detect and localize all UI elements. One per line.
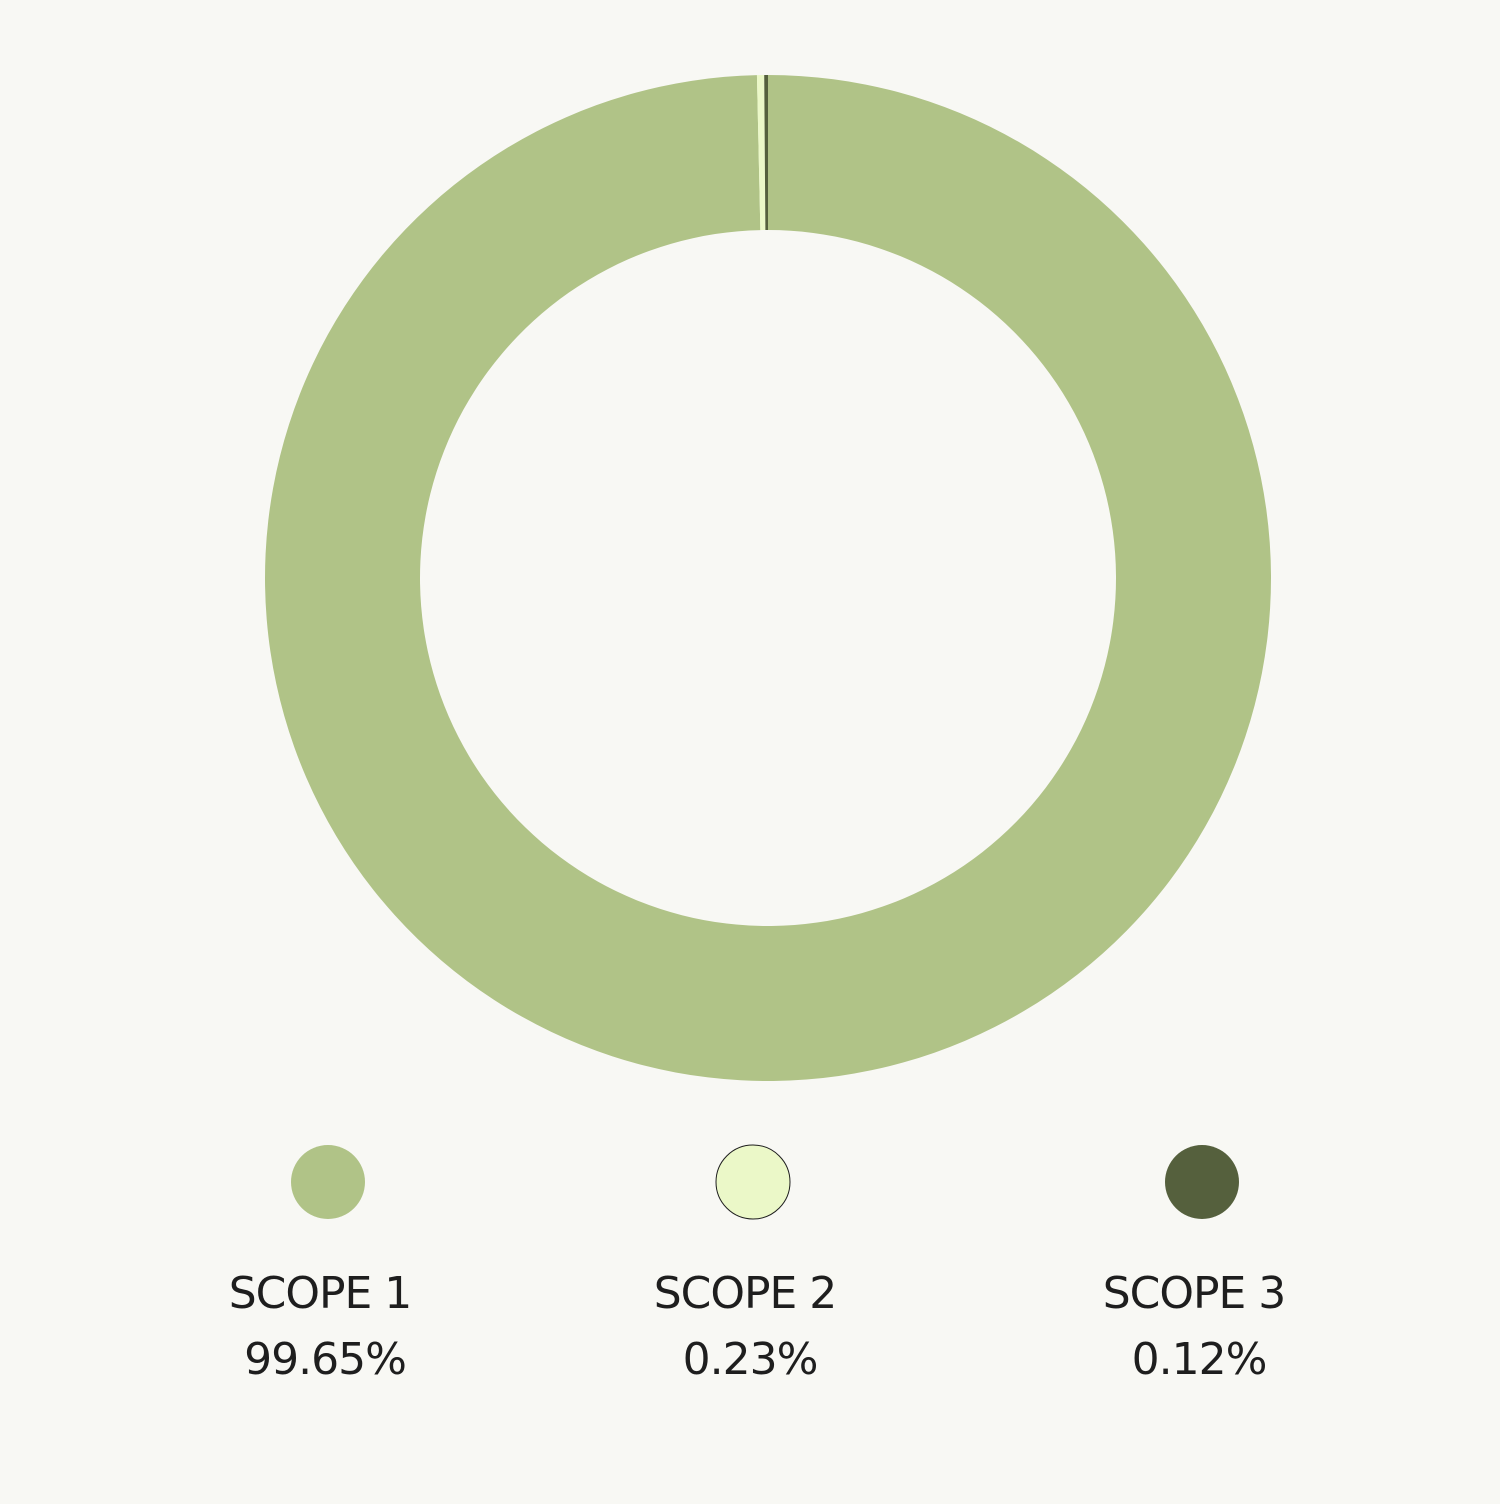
legend-label: SCOPE 2 [654,1268,837,1319]
legend-swatch [1165,1145,1239,1219]
donut-slice [756,75,766,231]
legend-label: SCOPE 3 [1103,1268,1286,1319]
value-label: 0.12% [1132,1334,1267,1385]
donut-slice [764,75,768,231]
donut-slice [265,75,1271,1081]
legend-swatch [291,1145,365,1219]
legend-swatch [715,1144,791,1220]
value-label: 99.65% [244,1334,406,1385]
value-label: 0.23% [683,1334,818,1385]
legend-label: SCOPE 1 [229,1268,412,1319]
